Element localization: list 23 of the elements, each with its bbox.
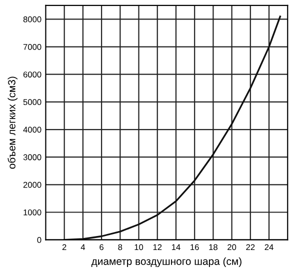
x-tick-label: 8 [118,244,122,250]
x-tick-label: 22 [246,244,255,250]
x-tick-label: 24 [264,244,274,250]
y-tick-label: 8000 [23,16,42,22]
x-tick-label: 20 [228,244,236,250]
y-tick-label: 7000 [23,44,42,50]
x-tick-label: 16 [190,244,199,250]
y-tick-label: 3000 [23,154,42,160]
y-tick-label: 1000 [24,209,42,216]
x-tick-label: 6 [100,244,104,250]
x-tick-label: 14 [172,244,180,250]
x-tick-label: 10 [134,244,144,250]
y-tick-label: 4000 [23,126,42,133]
y-axis-title: объем легких (см3) [8,76,18,169]
x-tick-label: 4 [80,244,86,250]
y-tick-label: 5000 [23,99,42,106]
x-axis-title: диаметр воздушного шара (см) [91,257,242,268]
y-tick-label: 2000 [23,182,42,188]
y-tick-label: 6000 [23,72,42,78]
x-tick-label: 12 [153,244,162,250]
x-tick-label: 18 [209,244,218,250]
y-tick-label: 0 [37,237,42,243]
x-tick-label: 2 [62,244,66,250]
